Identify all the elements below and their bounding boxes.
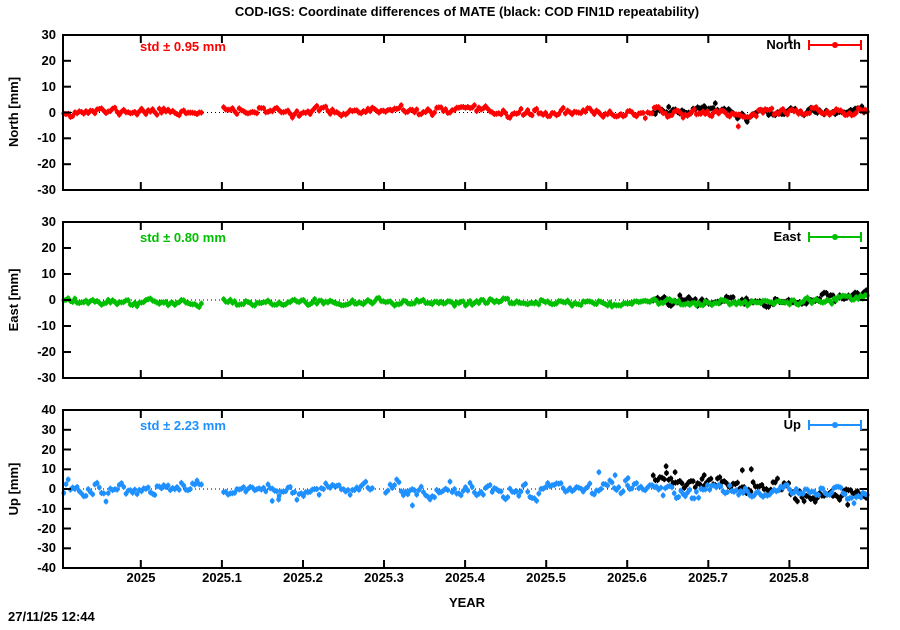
y-tick-label: -40 — [37, 560, 56, 575]
legend-label-up: Up — [783, 417, 801, 432]
y-tick-label: -30 — [37, 182, 56, 197]
y-tick-label: 10 — [41, 79, 56, 94]
y-tick-label: 30 — [41, 422, 56, 437]
std-annotation-up: std ± 2.23 mm — [140, 418, 226, 433]
y-tick-label: -10 — [37, 501, 56, 516]
chart-title: COD-IGS: Coordinate differences of MATE … — [234, 4, 700, 19]
y-tick-label: -20 — [37, 156, 56, 171]
x-tick-label: 2025.1 — [202, 570, 242, 585]
y-tick-label: 40 — [41, 402, 56, 417]
y-tick-label: 20 — [41, 442, 56, 457]
x-tick-label: 2025.2 — [283, 570, 323, 585]
x-tick-label: 2025.4 — [445, 570, 485, 585]
y-tick-label: 30 — [41, 214, 56, 229]
y-tick-label: -10 — [37, 318, 56, 333]
x-tick-label: 2025.8 — [769, 570, 809, 585]
y-tick-label: 10 — [41, 266, 56, 281]
y-tick-label: -10 — [37, 130, 56, 145]
y-tick-label: 30 — [41, 27, 56, 42]
y-tick-label: 20 — [41, 53, 56, 68]
y-tick-label: -30 — [37, 370, 56, 385]
x-tick-label: 2025.7 — [688, 570, 728, 585]
y-tick-label: 0 — [48, 105, 56, 120]
y-tick-label: 0 — [48, 292, 56, 307]
x-axis-label: YEAR — [448, 595, 486, 610]
x-tick-label: 2025 — [126, 570, 156, 585]
legend-label-east: East — [773, 229, 801, 244]
x-tick-label: 2025.3 — [364, 570, 404, 585]
y-tick-label: 10 — [41, 461, 56, 476]
legend-label-north: North — [766, 37, 801, 52]
y-tick-label: 20 — [41, 240, 56, 255]
std-annotation-north: std ± 0.95 mm — [140, 39, 226, 54]
y-tick-label: -20 — [37, 521, 56, 536]
y-tick-label: -20 — [37, 344, 56, 359]
std-annotation-east: std ± 0.80 mm — [140, 230, 226, 245]
x-tick-label: 2025.6 — [607, 570, 647, 585]
y-tick-label: 0 — [48, 481, 56, 496]
plot-timestamp: 27/11/25 12:44 — [8, 609, 95, 624]
y-tick-label: -30 — [37, 540, 56, 555]
x-tick-label: 2025.5 — [526, 570, 566, 585]
